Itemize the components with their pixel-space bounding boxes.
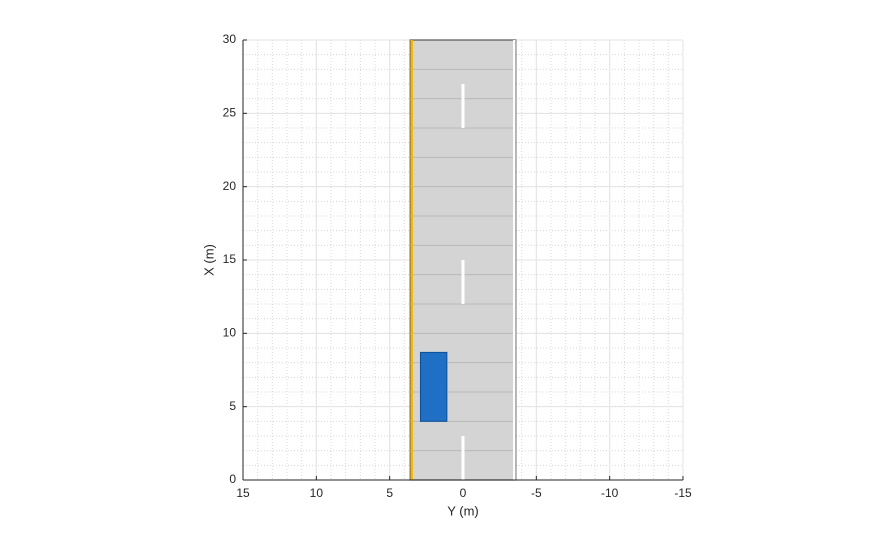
x-tick-label: -15: [674, 486, 692, 500]
x-tick-label: 5: [386, 486, 393, 500]
y-tick-label: 10: [223, 326, 237, 340]
vehicle: [419, 351, 448, 422]
x-axis-label: Y (m): [447, 503, 479, 518]
x-tick-label: 0: [460, 486, 467, 500]
y-tick-label: 20: [223, 179, 237, 193]
y-tick-label: 15: [223, 252, 237, 266]
y-tick-label: 25: [223, 106, 237, 120]
x-tick-label: 15: [236, 486, 250, 500]
y-axis-label: X (m): [201, 244, 216, 276]
y-tick-label: 5: [229, 399, 236, 413]
x-tick-label: -5: [531, 486, 542, 500]
y-tick-label: 0: [229, 472, 236, 486]
x-tick-label: 10: [310, 486, 324, 500]
x-tick-label: -10: [601, 486, 619, 500]
y-tick-label: 30: [223, 32, 237, 46]
